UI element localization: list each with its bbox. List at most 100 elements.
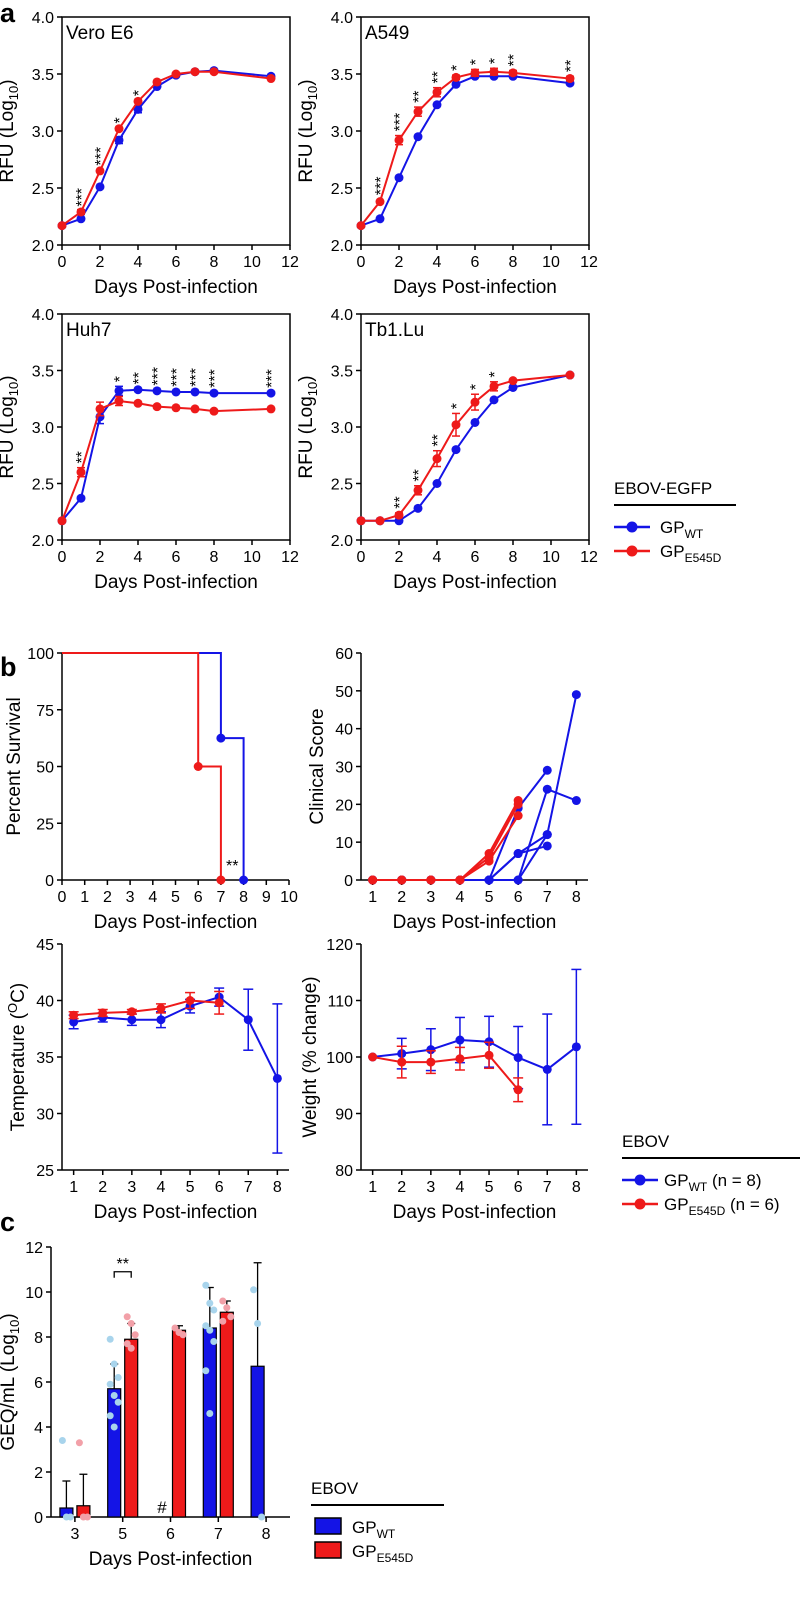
- data-point: [571, 1042, 581, 1052]
- data-point: [484, 875, 494, 885]
- data-point: [114, 396, 124, 406]
- series-line: [372, 800, 520, 881]
- data-point: [206, 1410, 214, 1417]
- significance-mark: ***: [264, 369, 281, 388]
- x-tick-label: 4: [148, 889, 157, 906]
- series-line: [61, 399, 272, 522]
- data-point: [202, 1322, 210, 1330]
- data-point: [455, 875, 465, 885]
- series-line: [372, 769, 549, 881]
- y-axis-label-end: ): [296, 79, 317, 85]
- data-point: [513, 799, 523, 809]
- x-axis-label: Days Post-infection: [94, 572, 258, 593]
- significance-mark: *: [449, 65, 466, 71]
- y-tick-label: 2.5: [32, 181, 54, 198]
- data-point: [542, 830, 552, 840]
- y-axis-label: RFU (Log: [296, 396, 317, 478]
- panel-label-b: b: [0, 652, 17, 682]
- y-tick-label: 30: [335, 760, 353, 777]
- chart-clinical: 1 2 3 4 5 6 7 8 0 10 20 30 40 50 60 Days Post-infection…: [307, 646, 588, 933]
- x-tick-label: 10: [243, 254, 261, 271]
- x-tick-label: 6: [514, 889, 523, 906]
- data-point: [375, 516, 385, 526]
- data-point: [397, 1057, 407, 1067]
- y-tick-label: 4.0: [331, 10, 353, 27]
- significance-mark: ***: [150, 367, 167, 386]
- plot-frame: [61, 313, 291, 541]
- x-axis-label: Days Post-infection: [94, 277, 258, 298]
- x-tick-label: 5: [485, 1179, 494, 1196]
- data-point: [489, 67, 499, 77]
- x-tick-label: 10: [542, 254, 560, 271]
- y-tick-label: 10: [25, 1285, 43, 1302]
- data-point: [426, 875, 436, 885]
- y-tick-label: 3.5: [32, 364, 54, 381]
- x-tick-label: 3: [70, 1526, 79, 1543]
- y-axis-label: GEQ/mL (Log: [0, 1334, 19, 1451]
- y-axis-label: RFU (Log: [0, 100, 18, 182]
- x-tick-label: 0: [58, 254, 67, 271]
- legend-c-wt-label: GPWT: [352, 1518, 396, 1541]
- y-tick-label: 25: [36, 1163, 54, 1180]
- data-point: [223, 1304, 231, 1312]
- data-point: [110, 1360, 118, 1368]
- data-point: [209, 406, 219, 416]
- chart-weight: 1 2 3 4 5 6 7 8 80 90 100 110 120 Days Post-infection…: [300, 937, 588, 1223]
- y-tick-label: 4.0: [32, 307, 54, 324]
- significance-mark: **: [430, 71, 447, 83]
- y-tick-label: 10: [335, 835, 353, 852]
- data-point: [219, 1317, 227, 1325]
- y-axis-label-group: Weight (% change): [300, 976, 321, 1137]
- data-point: [58, 1437, 66, 1444]
- y-axis-label-sub: 10: [6, 86, 21, 100]
- plot-frame: [61, 16, 291, 246]
- data-point: [451, 420, 461, 430]
- x-axis-label: Days Post-infection: [89, 1549, 253, 1570]
- data-point: [455, 1054, 465, 1064]
- y-tick-label: 6: [34, 1375, 43, 1392]
- x-axis-label: Days Post-infection: [393, 572, 557, 593]
- series-line: [360, 70, 571, 227]
- significance-mark: **: [411, 469, 428, 481]
- y-tick-label: 20: [335, 797, 353, 814]
- data-point: [470, 397, 480, 407]
- data-point: [432, 479, 442, 488]
- y-axis-label-sub: 10: [6, 382, 21, 396]
- legend-b-mut-marker: [634, 1198, 646, 1210]
- data-point: [571, 690, 581, 700]
- data-point: [127, 1015, 137, 1025]
- y-axis-label-end: ): [0, 79, 18, 85]
- data-point: [216, 875, 226, 885]
- y-tick-label: 0: [45, 873, 54, 890]
- significance-mark: **: [430, 434, 447, 446]
- x-tick-label: 8: [572, 889, 581, 906]
- data-point: [489, 395, 499, 405]
- series-line: [73, 999, 220, 1017]
- x-tick-label: 6: [172, 254, 181, 271]
- significance-mark: *: [468, 384, 485, 390]
- data-point: [110, 1392, 118, 1399]
- data-point: [413, 132, 423, 142]
- y-tick-label: 2.0: [331, 533, 353, 550]
- significance-mark: *: [449, 403, 466, 409]
- data-point: [426, 1057, 436, 1067]
- y-tick-label: 3.5: [331, 67, 353, 84]
- data-point: [542, 765, 552, 775]
- significance-mark: **: [411, 90, 428, 102]
- x-tick-label: 1: [368, 1179, 377, 1196]
- data-point: [66, 1513, 74, 1521]
- data-point: [193, 762, 203, 771]
- data-point: [133, 96, 143, 106]
- x-tick-label: 0: [357, 254, 366, 271]
- data-point: [565, 370, 575, 380]
- x-tick-label: 1: [80, 889, 89, 906]
- data-point: [127, 1320, 135, 1327]
- data-point: [114, 1398, 122, 1406]
- legend-a-wt-label: GPWT: [660, 518, 704, 541]
- legend-b: EBOV GPWT (n = 8) GPE545D (n = 6): [622, 1132, 800, 1218]
- y-axis-label: RFU (Log: [296, 100, 317, 182]
- x-tick-label: 4: [156, 1179, 165, 1196]
- x-tick-label: 0: [357, 549, 366, 566]
- series-line: [360, 75, 571, 227]
- y-tick-label: 2.0: [331, 238, 353, 255]
